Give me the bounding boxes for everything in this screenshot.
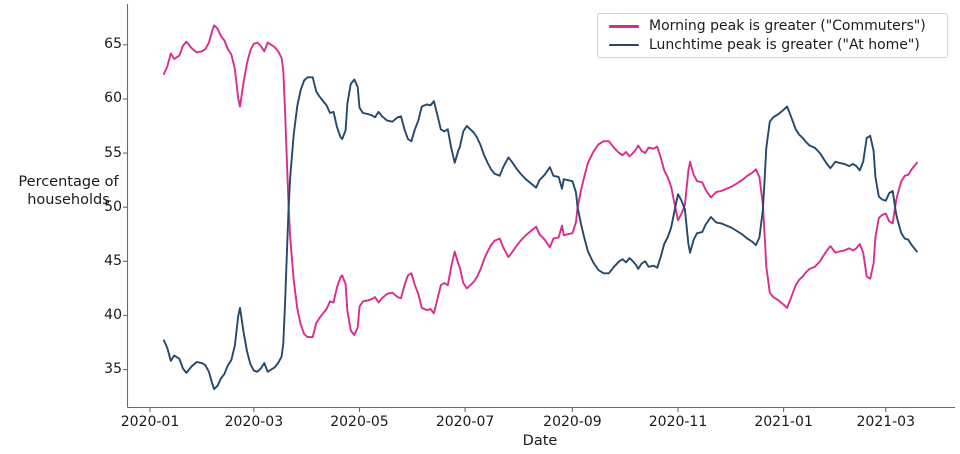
x-tick-label: 2020-07 xyxy=(435,414,495,430)
x-tick-label: 2020-03 xyxy=(224,414,284,430)
x-axis-title: Date xyxy=(522,433,558,449)
x-tick-label: 2020-05 xyxy=(330,414,389,430)
y-axis-title-line1: Percentage of xyxy=(18,174,119,190)
legend: Morning peak is greater ("Commuters") Lu… xyxy=(597,13,948,58)
legend-label: Morning peak is greater ("Commuters") xyxy=(649,18,926,35)
legend-swatch xyxy=(609,43,639,46)
y-tick-label: 50 xyxy=(104,198,122,215)
y-axis-title: Percentage of households xyxy=(10,174,127,209)
x-tick-label: 2021-01 xyxy=(754,414,813,430)
x-tick-label: 2021-03 xyxy=(856,414,916,430)
x-tick-label: 2020-01 xyxy=(120,414,180,430)
y-tick-label: 60 xyxy=(104,90,122,107)
legend-label: Lunchtime peak is greater ("At home") xyxy=(649,36,920,53)
legend-item-at-home: Lunchtime peak is greater ("At home") xyxy=(598,36,947,55)
x-tick-label: 2020-09 xyxy=(543,414,602,430)
y-tick-label: 55 xyxy=(104,144,122,161)
legend-item-commuters: Morning peak is greater ("Commuters") xyxy=(598,17,947,36)
y-tick-label: 40 xyxy=(104,306,122,323)
x-tick-label: 2020-11 xyxy=(648,414,708,430)
y-tick-label: 65 xyxy=(104,36,122,53)
legend-swatch xyxy=(609,25,639,28)
series-line-at-home xyxy=(162,76,918,391)
y-axis-title-line2: households xyxy=(27,191,110,208)
series-line-commuters xyxy=(162,24,918,339)
y-tick-label: 35 xyxy=(104,361,122,378)
y-tick-label: 45 xyxy=(104,252,122,269)
